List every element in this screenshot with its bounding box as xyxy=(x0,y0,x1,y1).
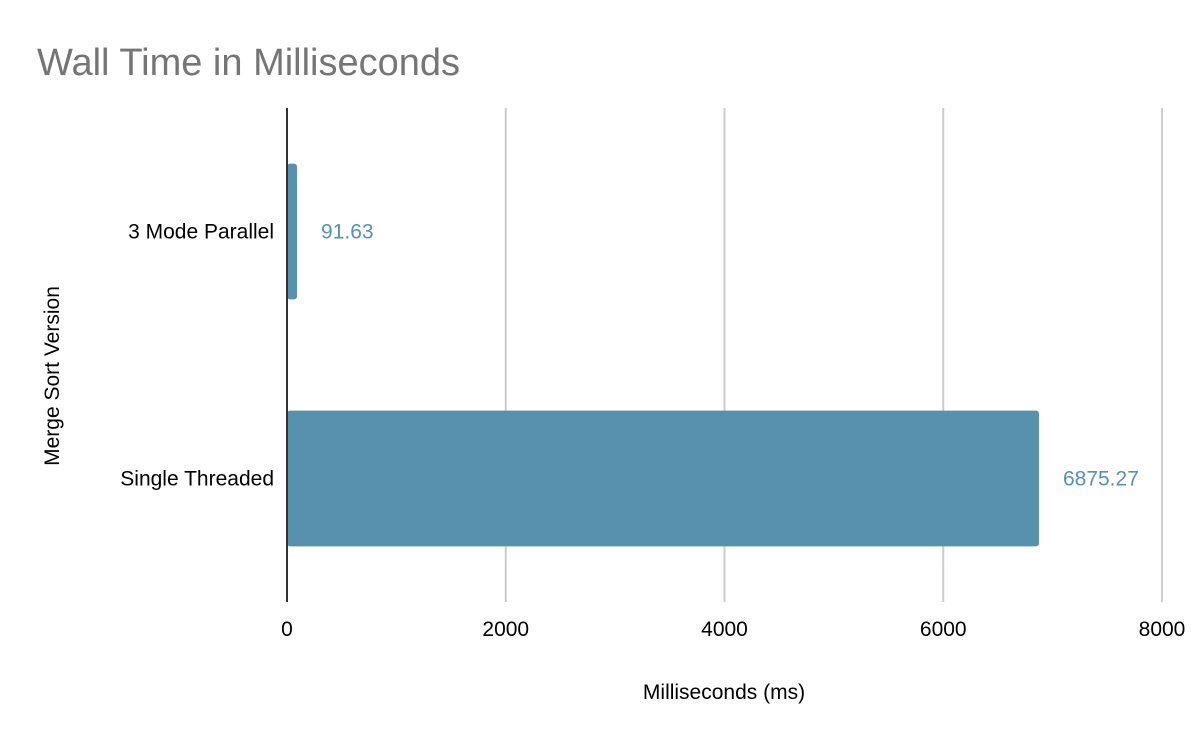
data-label: 6875.27 xyxy=(1063,468,1139,491)
bars xyxy=(287,163,1039,547)
category-labels: 3 Mode Parallel Single Threaded xyxy=(120,221,274,491)
data-label: 91.63 xyxy=(321,221,374,244)
category-label: Single Threaded xyxy=(120,468,274,491)
x-tick-label: 4000 xyxy=(701,618,748,641)
bar xyxy=(287,410,1039,547)
x-tick-label: 0 xyxy=(281,618,293,641)
data-labels: 91.63 6875.27 xyxy=(321,221,1139,491)
x-axis-title: Milliseconds (ms) xyxy=(643,681,805,704)
category-label: 3 Mode Parallel xyxy=(128,221,274,244)
x-tick-label: 8000 xyxy=(1139,618,1186,641)
bar xyxy=(287,163,298,300)
y-axis-title: Merge Sort Version xyxy=(41,286,64,466)
chart-title: Wall Time in Milliseconds xyxy=(37,42,460,84)
x-tick-label: 2000 xyxy=(482,618,529,641)
x-tick-labels: 0 2000 4000 6000 8000 xyxy=(281,618,1185,641)
x-tick-label: 6000 xyxy=(920,618,967,641)
